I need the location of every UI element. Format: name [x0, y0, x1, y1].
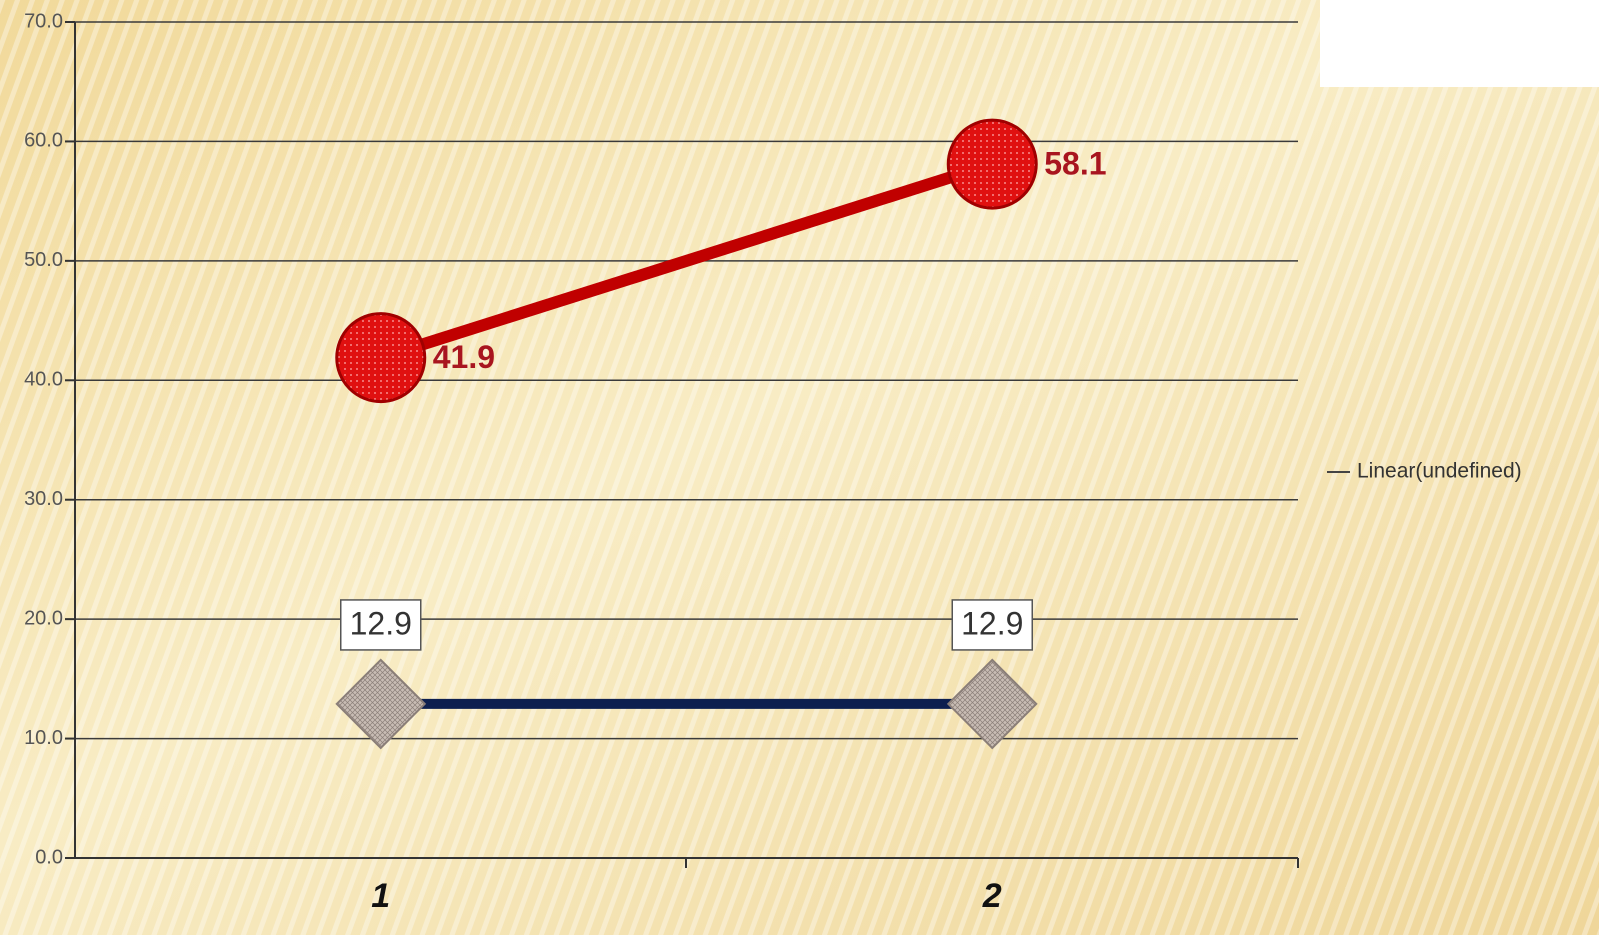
y-tick-label: 50.0: [24, 249, 63, 271]
series-line: [378, 158, 995, 364]
y-tick-label: 60.0: [24, 130, 63, 152]
x-tick-label: 2: [982, 877, 1002, 915]
data-label: 58.1: [1044, 146, 1106, 182]
y-tick-label: 40.0: [24, 369, 63, 391]
corner-box: [1320, 0, 1599, 87]
marker: [335, 658, 427, 750]
legend-label: Linear(undefined): [1357, 460, 1522, 483]
data-label-box: [340, 599, 422, 651]
y-tick-label: 10.0: [24, 727, 63, 749]
y-tick-label: 30.0: [24, 488, 63, 510]
marker: [335, 312, 427, 404]
y-tick-label: 0.0: [35, 846, 63, 868]
y-tick-label: 20.0: [24, 607, 63, 629]
x-tick-label: 1: [371, 877, 390, 915]
data-label: 41.9: [433, 339, 495, 375]
marker: [946, 118, 1038, 210]
y-tick-label: 70.0: [24, 10, 63, 32]
marker: [946, 658, 1038, 750]
data-label-box: [951, 599, 1033, 651]
data-label: 12.9: [350, 605, 412, 641]
data-label: 12.9: [961, 605, 1023, 641]
